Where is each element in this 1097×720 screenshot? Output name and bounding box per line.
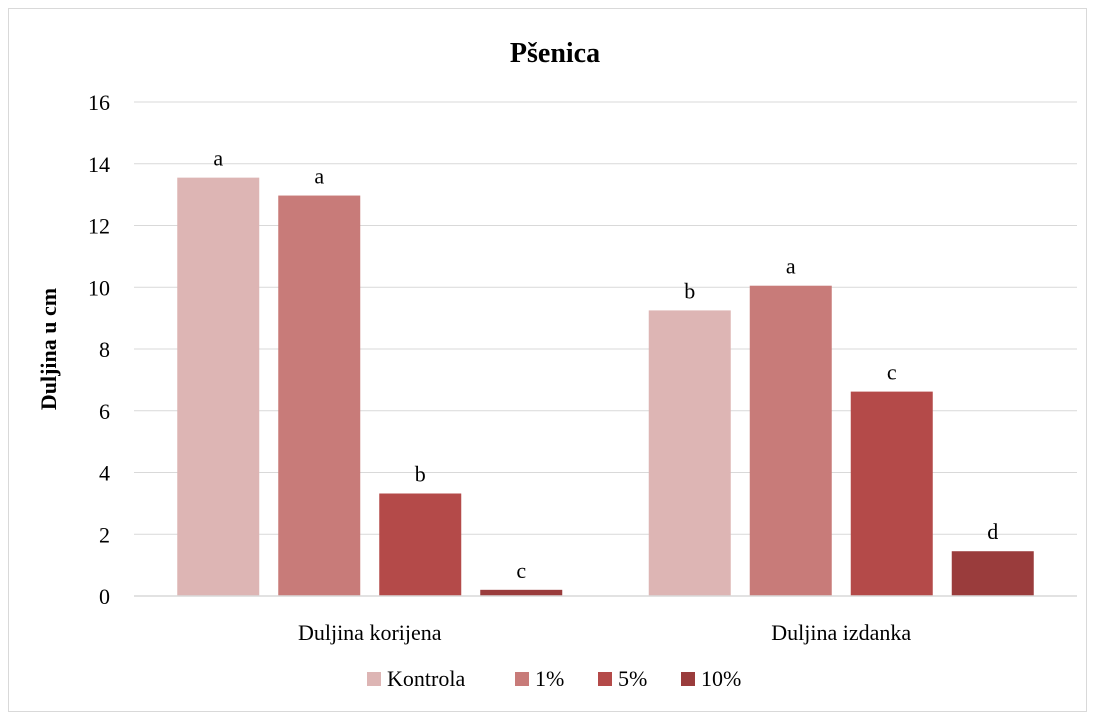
legend-label: 1% <box>535 666 564 691</box>
bar <box>177 177 260 597</box>
legend-label: Kontrola <box>387 666 465 691</box>
legend-label: 10% <box>701 666 741 691</box>
bar <box>278 195 361 596</box>
gridlines <box>134 101 1077 597</box>
legend-swatch <box>598 672 612 686</box>
data-label: b <box>415 461 426 486</box>
y-tick-label: 8 <box>99 337 110 362</box>
bar <box>648 310 731 596</box>
y-tick-label: 14 <box>88 152 110 177</box>
data-label: c <box>887 360 897 385</box>
y-tick-label: 6 <box>99 399 110 424</box>
data-label: a <box>786 254 796 279</box>
x-tick-label: Duljina izdanka <box>771 620 911 645</box>
y-tick-label: 10 <box>88 275 110 300</box>
legend-swatch <box>367 672 381 686</box>
legend: Kontrola 1% 5% 10% <box>367 666 741 691</box>
chart-title: Pšenica <box>510 38 600 69</box>
y-tick-label: 12 <box>88 214 110 239</box>
y-tick-labels: 0 2 4 6 8 10 12 14 16 <box>88 90 110 609</box>
x-tick-labels: Duljina korijena Duljina izdanka <box>298 620 911 645</box>
y-tick-label: 0 <box>99 584 110 609</box>
y-axis-label: Duljina u cm <box>36 288 61 410</box>
legend-label: 5% <box>618 666 647 691</box>
bars: a a b c b a c d <box>134 146 1077 597</box>
y-tick-label: 2 <box>99 522 110 547</box>
x-tick-label: Duljina korijena <box>298 620 442 645</box>
legend-swatch <box>681 672 695 686</box>
legend-swatch <box>515 672 529 686</box>
data-label: a <box>314 164 324 189</box>
bar <box>480 589 563 596</box>
y-tick-label: 16 <box>88 90 110 115</box>
data-label: d <box>987 519 998 544</box>
bar <box>379 493 462 596</box>
y-tick-label: 4 <box>99 461 110 486</box>
data-label: c <box>516 558 526 583</box>
bar <box>951 551 1034 596</box>
data-label: a <box>213 146 223 171</box>
bar <box>749 285 832 596</box>
bar <box>850 391 933 596</box>
data-label: b <box>684 278 695 303</box>
